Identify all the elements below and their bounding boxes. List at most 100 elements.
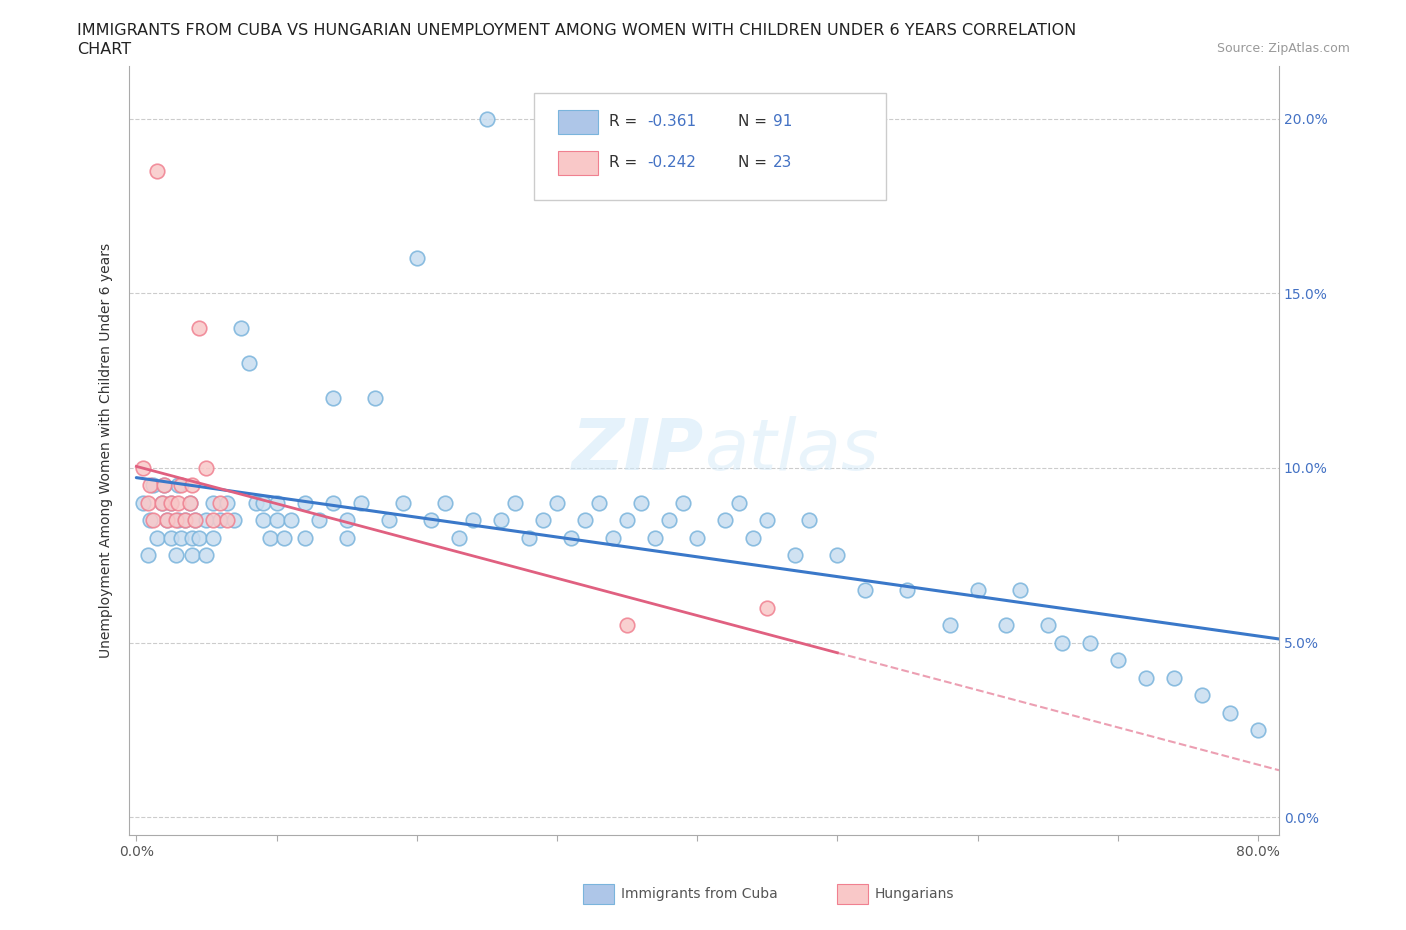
- Point: [195, 513, 218, 528]
- Point: [139, 513, 162, 528]
- Point: [391, 496, 413, 511]
- Point: [167, 496, 190, 511]
- Point: [174, 513, 197, 528]
- Point: [209, 496, 232, 511]
- Point: [294, 496, 316, 511]
- Point: [799, 513, 821, 528]
- Point: [1078, 635, 1101, 650]
- Point: [1219, 705, 1241, 720]
- Point: [363, 391, 385, 405]
- Point: [756, 600, 779, 615]
- Point: [308, 513, 330, 528]
- Text: R =: R =: [609, 155, 643, 170]
- Point: [150, 496, 173, 511]
- Point: [188, 321, 211, 336]
- Point: [517, 530, 540, 545]
- Text: ZIP: ZIP: [572, 416, 704, 485]
- Point: [827, 548, 849, 563]
- Point: [188, 530, 211, 545]
- Point: [181, 530, 204, 545]
- Point: [160, 496, 183, 511]
- Point: [938, 618, 960, 632]
- Point: [966, 583, 988, 598]
- Point: [165, 513, 187, 528]
- Point: [616, 513, 638, 528]
- Point: [181, 548, 204, 563]
- Point: [136, 496, 159, 511]
- Text: 23: 23: [773, 155, 793, 170]
- Point: [132, 496, 155, 511]
- Text: Immigrants from Cuba: Immigrants from Cuba: [621, 886, 778, 901]
- Point: [1008, 583, 1031, 598]
- Point: [616, 618, 638, 632]
- Point: [266, 496, 288, 511]
- Point: [146, 530, 169, 545]
- Point: [181, 478, 204, 493]
- Point: [142, 513, 165, 528]
- Point: [179, 496, 201, 511]
- Point: [170, 530, 193, 545]
- Point: [602, 530, 624, 545]
- Point: [377, 513, 399, 528]
- Text: Source: ZipAtlas.com: Source: ZipAtlas.com: [1216, 42, 1350, 55]
- Point: [170, 478, 193, 493]
- Point: [658, 513, 681, 528]
- Point: [231, 321, 253, 336]
- Point: [184, 513, 207, 528]
- Point: [588, 496, 610, 511]
- Point: [322, 391, 344, 405]
- Point: [184, 513, 207, 528]
- Point: [174, 513, 197, 528]
- Point: [165, 548, 187, 563]
- Text: CHART: CHART: [77, 42, 131, 57]
- Point: [156, 513, 179, 528]
- Point: [195, 548, 218, 563]
- Point: [336, 513, 359, 528]
- Point: [672, 496, 695, 511]
- Text: -0.361: -0.361: [647, 114, 696, 129]
- Point: [1135, 671, 1157, 685]
- Text: N =: N =: [738, 155, 772, 170]
- Point: [1107, 653, 1129, 668]
- Point: [855, 583, 877, 598]
- Point: [1191, 687, 1213, 702]
- Point: [630, 496, 652, 511]
- Point: [132, 460, 155, 475]
- Point: [1247, 723, 1270, 737]
- Point: [531, 513, 554, 528]
- Point: [245, 496, 267, 511]
- Text: Hungarians: Hungarians: [875, 886, 955, 901]
- Point: [209, 513, 232, 528]
- Point: [644, 530, 666, 545]
- Point: [686, 530, 709, 545]
- Point: [202, 513, 225, 528]
- Point: [153, 478, 176, 493]
- Point: [217, 513, 239, 528]
- Text: R =: R =: [609, 114, 643, 129]
- Text: atlas: atlas: [704, 416, 879, 485]
- Point: [280, 513, 302, 528]
- Point: [574, 513, 596, 528]
- Point: [896, 583, 918, 598]
- Point: [153, 478, 176, 493]
- Point: [179, 496, 201, 511]
- Point: [1050, 635, 1073, 650]
- Text: 91: 91: [773, 114, 793, 129]
- Point: [405, 251, 427, 266]
- Point: [294, 530, 316, 545]
- Point: [785, 548, 807, 563]
- Point: [728, 496, 751, 511]
- Point: [160, 496, 183, 511]
- Point: [259, 530, 281, 545]
- Point: [136, 548, 159, 563]
- Point: [167, 478, 190, 493]
- Point: [560, 530, 582, 545]
- Point: [202, 496, 225, 511]
- Point: [273, 530, 295, 545]
- Point: [447, 530, 470, 545]
- Point: [252, 496, 274, 511]
- Point: [756, 513, 779, 528]
- Point: [994, 618, 1017, 632]
- Point: [350, 496, 373, 511]
- Point: [336, 530, 359, 545]
